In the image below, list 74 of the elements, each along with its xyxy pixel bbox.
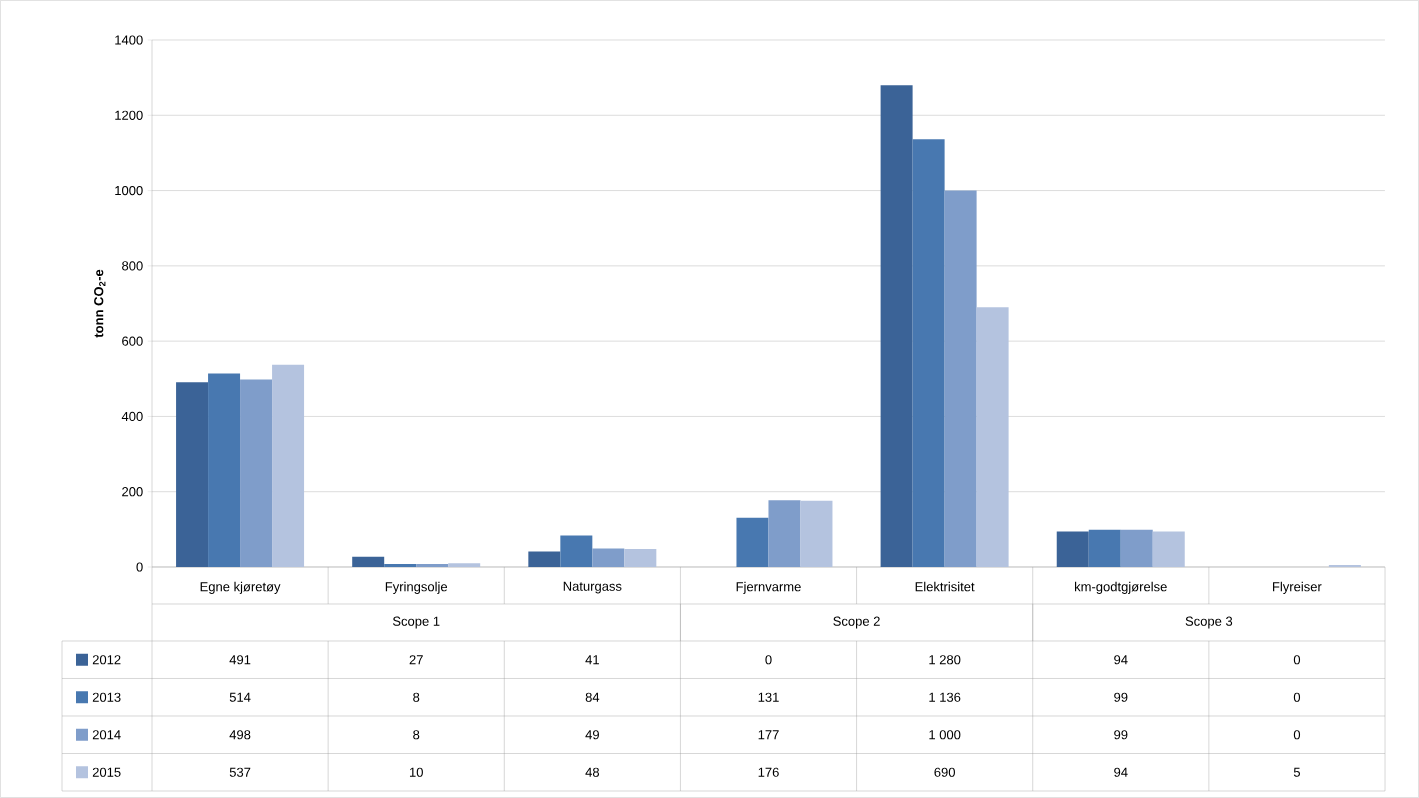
data-label: 84 — [585, 692, 600, 702]
data-label: 0 — [1293, 692, 1301, 702]
y-tick-label: 1000 — [115, 185, 143, 196]
data-label: 537 — [229, 767, 251, 777]
x-tick-label: Elektrisitet — [915, 581, 975, 592]
data-label: 49 — [585, 730, 599, 740]
bar — [352, 556, 385, 567]
data-label: 498 — [229, 730, 251, 740]
bar — [800, 500, 833, 567]
bar — [176, 382, 209, 567]
bar — [528, 551, 561, 567]
bar — [912, 139, 945, 567]
data-label: 131 — [758, 692, 779, 702]
data-label: 690 — [934, 767, 955, 777]
data-label: 0 — [1293, 655, 1301, 665]
data-label: 8 — [413, 692, 420, 702]
bar — [1088, 529, 1121, 567]
bar — [976, 307, 1009, 567]
bar — [416, 563, 449, 567]
bar — [592, 548, 625, 567]
bar — [624, 548, 657, 567]
y-tick-label: 600 — [122, 336, 143, 346]
bar — [768, 500, 801, 567]
bar — [1120, 529, 1153, 567]
text: Scope 2 — [833, 616, 880, 629]
y-tick-label: 0 — [136, 562, 143, 572]
y-tick-label: 800 — [122, 261, 143, 271]
bar — [272, 364, 305, 567]
y-tick-label: 400 — [121, 411, 143, 422]
bar — [736, 517, 769, 567]
x-tick-label: Flyreiser — [1273, 581, 1322, 594]
legend-label: 2015 — [92, 767, 121, 777]
data-label: 1 136 — [929, 692, 961, 702]
data-label: 48 — [585, 767, 600, 777]
x-tick-label: km-godtgjørelse — [1075, 581, 1167, 594]
x-tick-label: Egne kjøretøy — [200, 581, 281, 594]
data-label: 99 — [1114, 692, 1128, 702]
bar — [384, 563, 417, 567]
data-label: 10 — [409, 767, 423, 777]
data-label: 0 — [1293, 730, 1301, 740]
data-label: 177 — [758, 730, 779, 740]
y-tick-label: 1400 — [115, 35, 143, 45]
bar — [560, 535, 593, 567]
data-label: 8 — [413, 730, 420, 740]
bar — [944, 190, 977, 567]
data-label: 99 — [1114, 730, 1128, 740]
data-label: 0 — [765, 655, 772, 665]
data-label: 1 000 — [929, 730, 961, 740]
text: Scope 1 — [392, 616, 440, 629]
x-tick-label: Fyringsolje — [385, 581, 448, 594]
data-label: 491 — [229, 655, 251, 665]
bar — [448, 563, 481, 567]
y-tick-label: 1200 — [115, 110, 143, 120]
legend-label: 2012 — [92, 655, 121, 665]
bar — [880, 85, 913, 567]
data-label: 514 — [229, 692, 251, 702]
legend-label: 2014 — [92, 730, 121, 740]
legend-label: 2013 — [92, 692, 121, 702]
data-label: 176 — [758, 767, 779, 777]
data-label: 27 — [409, 655, 423, 665]
text: Scope 3 — [1185, 616, 1233, 629]
x-tick-label: Fjernvarme — [736, 581, 801, 594]
y-tick-label: 200 — [122, 487, 143, 497]
data-label: 5 — [1293, 767, 1301, 777]
bar — [208, 373, 241, 567]
data-label: 94 — [1114, 655, 1128, 665]
bar — [1056, 531, 1089, 567]
data-label: 1 280 — [929, 655, 961, 665]
y-axis-title: tonn CO$_{2}$-e — [94, 269, 106, 338]
bar — [240, 379, 273, 567]
data-label: 41 — [585, 655, 599, 665]
bar — [1152, 531, 1185, 567]
x-tick-label: Naturgass — [563, 581, 622, 594]
data-label: 94 — [1114, 767, 1128, 777]
